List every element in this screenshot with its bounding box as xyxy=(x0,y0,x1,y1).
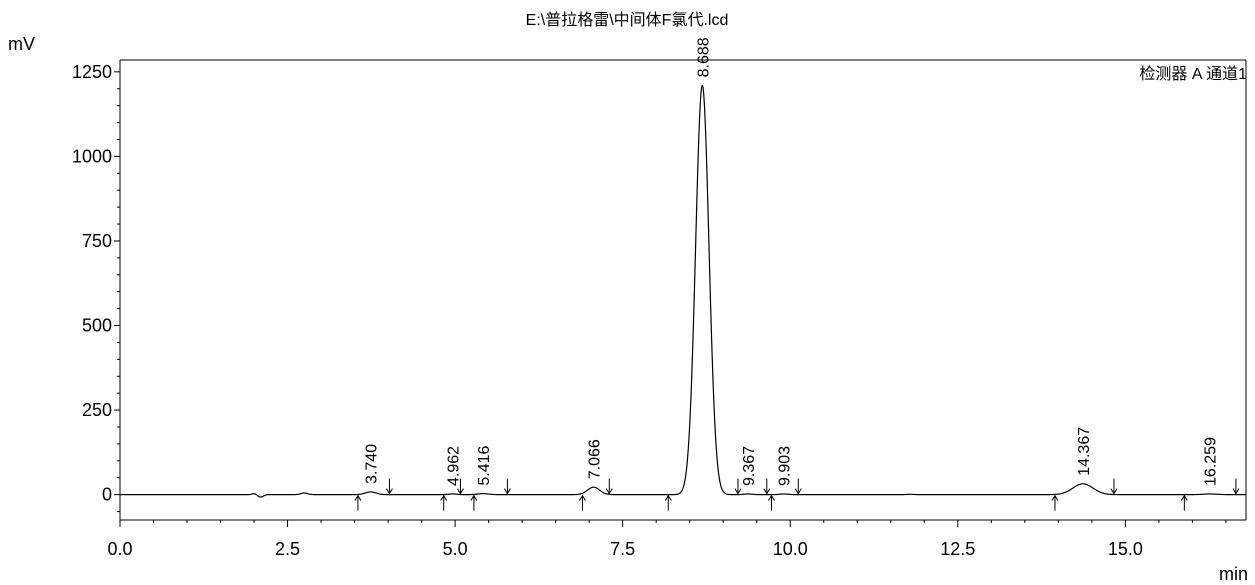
integration-start-marker xyxy=(354,494,362,511)
integration-end-marker xyxy=(763,478,771,495)
chart-title: E:\普拉格雷\中间体F氯代.lcd xyxy=(526,11,729,29)
integration-end-marker xyxy=(1232,478,1240,495)
signal-trace-group xyxy=(120,84,1246,498)
x-axis-unit: min xyxy=(1219,564,1248,584)
y-tick-label: 1000 xyxy=(72,146,112,166)
x-tick-label: 0.0 xyxy=(107,539,132,559)
peak-rt-label: 16.259 xyxy=(1203,437,1220,486)
peak-rt-label: 3.740 xyxy=(364,444,381,484)
integration-markers xyxy=(354,478,1240,511)
y-tick-label: 500 xyxy=(82,316,112,336)
integration-start-marker xyxy=(664,494,672,511)
integration-start-marker xyxy=(440,494,448,511)
peak-rt-label: 4.962 xyxy=(446,446,463,486)
y-tick-label: 250 xyxy=(82,400,112,420)
peak-rt-label: 7.066 xyxy=(587,439,604,479)
peak-rt-label: 9.367 xyxy=(741,446,758,486)
y-tick-label: 1250 xyxy=(72,62,112,82)
peak-rt-label: 9.903 xyxy=(777,446,794,486)
legend-detector-label: 检测器 A 通道1 xyxy=(1139,65,1247,83)
integration-end-marker xyxy=(605,478,613,495)
x-tick-label: 7.5 xyxy=(610,539,635,559)
peak-rt-label: 8.688 xyxy=(695,37,712,77)
integration-end-marker xyxy=(734,478,742,495)
integration-end-marker xyxy=(794,478,802,495)
peak-rt-label: 5.416 xyxy=(476,445,493,485)
integration-start-marker xyxy=(768,494,775,511)
integration-start-marker xyxy=(1180,494,1188,511)
integration-start-marker xyxy=(579,494,586,511)
integration-end-marker xyxy=(386,478,393,495)
y-axis-ticks: 0 250 500 750 1000 1250 xyxy=(72,62,120,513)
integration-start-marker xyxy=(470,494,478,511)
x-tick-label: 10.0 xyxy=(773,539,808,559)
integration-start-marker xyxy=(1051,494,1059,511)
peak-rt-label: 14.367 xyxy=(1076,427,1093,476)
integration-end-marker xyxy=(457,478,464,495)
x-tick-label: 2.5 xyxy=(275,539,300,559)
x-tick-label: 15.0 xyxy=(1108,539,1143,559)
y-tick-label: 750 xyxy=(82,231,112,251)
x-tick-label: 5.0 xyxy=(443,539,468,559)
x-axis-ticks: 0.0 2.5 5.0 7.5 10.0 12.5 15.0 xyxy=(107,520,1227,559)
y-tick-label: 0 xyxy=(102,485,112,505)
peak-labels: 3.740 4.962 5.416 7.066 8.688 9.367 9.903 14.36… xyxy=(364,37,1220,486)
integration-end-marker xyxy=(503,478,511,495)
signal-trace xyxy=(120,84,1246,498)
x-tick-label: 12.5 xyxy=(940,539,975,559)
integration-end-marker xyxy=(1110,478,1118,495)
y-axis-unit: mV xyxy=(8,34,35,54)
